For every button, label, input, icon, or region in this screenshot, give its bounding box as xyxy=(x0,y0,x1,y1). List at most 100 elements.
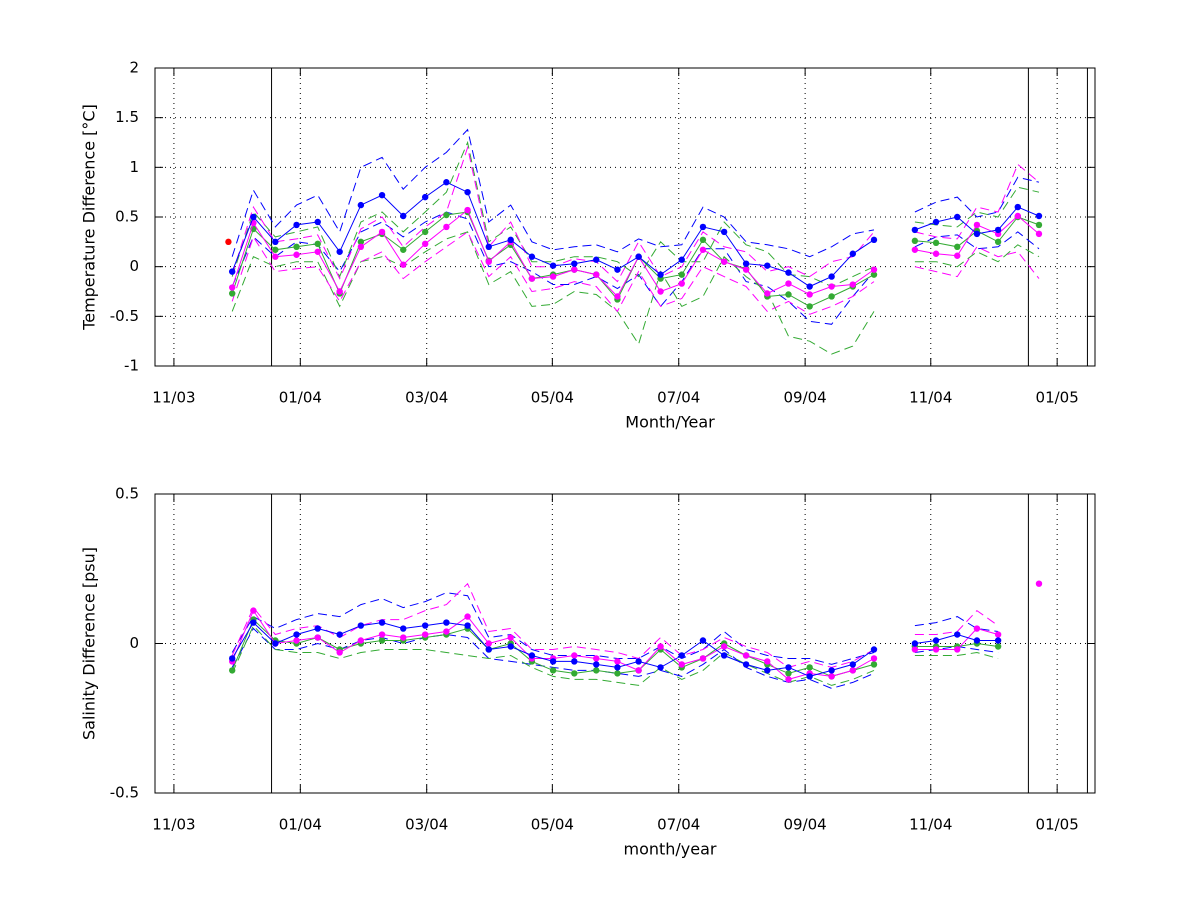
marker xyxy=(593,256,600,263)
marker xyxy=(785,291,792,298)
marker xyxy=(806,673,813,680)
marker xyxy=(614,266,621,273)
y-tick-label: 0.5 xyxy=(115,485,139,503)
marker xyxy=(911,646,919,653)
marker xyxy=(571,652,578,659)
marker xyxy=(593,271,600,278)
marker xyxy=(870,646,878,653)
y-tick-label: 1 xyxy=(129,158,139,176)
marker xyxy=(932,239,940,247)
axes-frame xyxy=(154,493,1096,794)
marker xyxy=(742,652,750,659)
marker xyxy=(571,658,578,665)
marker xyxy=(464,613,471,620)
y-axis-label: Salinity Difference [psu] xyxy=(80,547,99,740)
marker xyxy=(614,664,621,671)
marker xyxy=(994,637,1002,644)
marker xyxy=(485,258,492,265)
marker xyxy=(870,661,878,668)
marker xyxy=(828,273,835,280)
marker xyxy=(571,266,578,273)
dashed-line xyxy=(231,140,1040,288)
dashed-line xyxy=(231,582,999,668)
marker xyxy=(932,218,940,226)
marker xyxy=(228,284,236,291)
x-tick-label: 05/04 xyxy=(531,389,574,407)
marker xyxy=(507,634,514,641)
marker xyxy=(678,280,685,287)
marker xyxy=(421,240,429,248)
marker xyxy=(228,667,236,674)
marker xyxy=(870,271,878,278)
dashed-line xyxy=(231,128,1040,258)
x-tick-label: 01/04 xyxy=(279,816,322,834)
marker xyxy=(549,667,557,674)
marker xyxy=(571,670,578,677)
marker xyxy=(314,634,321,641)
marker xyxy=(954,631,961,638)
marker xyxy=(293,251,300,258)
marker xyxy=(764,262,771,269)
marker xyxy=(443,619,450,626)
marker xyxy=(336,631,343,638)
marker xyxy=(870,266,878,273)
marker xyxy=(849,667,857,674)
marker xyxy=(849,250,857,257)
marker xyxy=(657,288,664,295)
marker xyxy=(828,293,835,300)
marker xyxy=(870,655,878,662)
marker xyxy=(699,236,707,244)
marker xyxy=(314,625,321,632)
marker xyxy=(250,213,257,221)
marker xyxy=(849,661,857,668)
marker xyxy=(785,664,792,671)
marker xyxy=(485,646,492,653)
marker xyxy=(614,293,621,300)
x-tick-label: 03/04 xyxy=(405,389,448,407)
x-tick-label: 09/04 xyxy=(784,816,827,834)
marker xyxy=(785,280,792,287)
marker xyxy=(911,226,919,234)
marker xyxy=(954,252,961,259)
marker xyxy=(932,250,940,257)
marker xyxy=(549,273,557,280)
dashed-line xyxy=(231,231,1040,315)
marker xyxy=(507,643,514,650)
marker xyxy=(549,262,557,269)
marker xyxy=(828,667,835,674)
y-tick-label: -0.5 xyxy=(110,307,139,325)
marker xyxy=(635,253,642,260)
marker xyxy=(932,646,940,653)
marker xyxy=(421,622,429,629)
marker xyxy=(464,622,471,629)
series-line xyxy=(231,211,1040,307)
marker xyxy=(528,253,536,260)
marker xyxy=(764,658,771,665)
y-axis-label: Temperature Difference [°C] xyxy=(80,104,99,331)
marker xyxy=(1014,203,1022,211)
marker xyxy=(357,637,365,644)
marker xyxy=(528,652,536,659)
marker xyxy=(228,268,236,275)
dashed-line xyxy=(231,624,999,686)
marker xyxy=(443,628,450,635)
marker xyxy=(828,283,835,290)
dashed-line xyxy=(231,592,999,665)
marker xyxy=(678,256,685,263)
y-tick-label: -1 xyxy=(124,357,139,375)
x-tick-label: 01/05 xyxy=(1036,389,1079,407)
marker xyxy=(421,193,429,201)
marker xyxy=(678,652,685,659)
marker xyxy=(994,226,1002,234)
marker xyxy=(228,655,236,662)
marker xyxy=(400,261,407,268)
marker xyxy=(764,667,771,674)
marker xyxy=(593,661,600,668)
marker xyxy=(742,260,750,267)
x-axis-label: Month/Year xyxy=(625,413,715,432)
marker xyxy=(421,631,429,638)
marker xyxy=(293,631,300,638)
marker xyxy=(954,646,961,653)
marker xyxy=(994,643,1002,650)
marker xyxy=(614,670,621,677)
